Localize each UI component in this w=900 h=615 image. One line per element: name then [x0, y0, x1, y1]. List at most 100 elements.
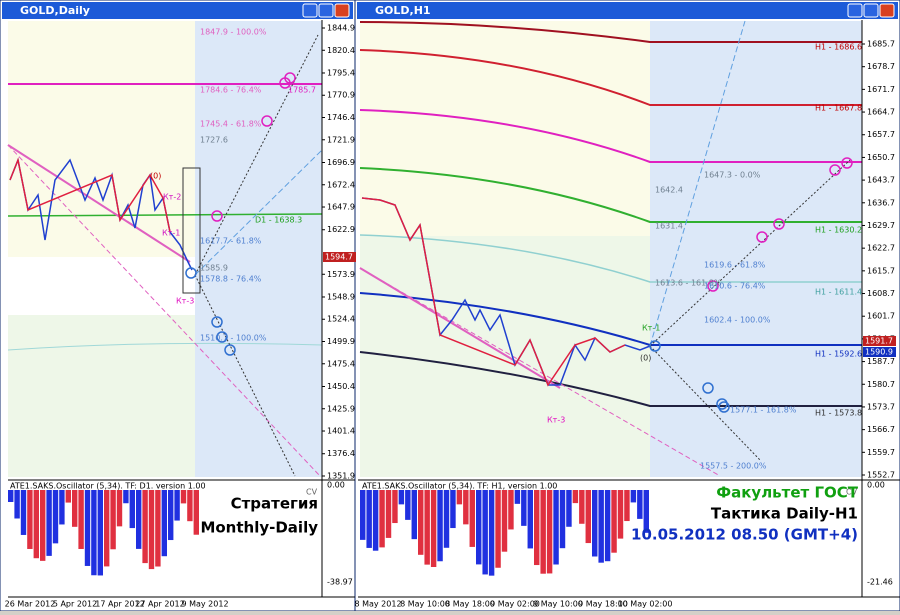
zone	[8, 21, 195, 257]
oscillator-bar	[84, 490, 91, 566]
time-label: 5 Apr 2012	[53, 600, 97, 609]
oscillator-bar	[566, 490, 572, 527]
time-label: 9 May 02:00	[490, 600, 540, 609]
oscillator-bar	[463, 490, 469, 525]
oscillator-bar	[180, 490, 187, 504]
oscillator-bar	[540, 490, 546, 574]
oscillator-bar	[572, 490, 579, 504]
oscillator-bar	[123, 490, 129, 504]
time-label: 8 May 2012	[354, 600, 401, 609]
title-bar	[2, 2, 353, 19]
projection	[649, 20, 746, 347]
price-tick-label: 1629.7	[867, 221, 895, 230]
oscillator-tick: -21.46	[867, 578, 893, 587]
annotation: (0)	[150, 172, 161, 181]
annotation: 1631.4	[655, 222, 683, 231]
price-tick-label: 1376.4	[327, 449, 355, 458]
price-tick-label: 1770.9	[327, 91, 355, 100]
annotation: 1613.6 - 161.8%	[655, 279, 722, 288]
oscillator-bar	[469, 490, 475, 547]
annotation: Кт-1	[162, 229, 180, 238]
annotation: Кт-3	[547, 416, 565, 425]
box	[182, 167, 201, 294]
price-tick-label: 1844.9	[327, 24, 355, 33]
oscillator-bar	[495, 490, 501, 568]
oscillator-bar	[418, 490, 424, 555]
oscillator-bar	[405, 490, 411, 520]
trend-line	[7, 144, 321, 477]
level-line	[359, 351, 862, 407]
window-button[interactable]	[879, 3, 895, 18]
annotation: H1 - 1592.6	[815, 350, 862, 359]
oscillator-bar	[611, 490, 617, 553]
price-tick-label: 1401.4	[327, 427, 355, 436]
projection	[194, 274, 296, 477]
oscillator-bar	[585, 490, 591, 544]
window-button[interactable]	[334, 3, 350, 18]
oscillator-bar	[527, 490, 533, 549]
level-line	[359, 109, 862, 163]
window-button[interactable]	[863, 3, 879, 18]
price-tick-label: 1524.4	[327, 315, 355, 324]
price-marker-label: 1591.7	[865, 337, 893, 346]
level-line	[359, 234, 862, 283]
price-tick-label: 1721.9	[327, 135, 355, 144]
oscillator-bar	[411, 490, 417, 540]
zone	[195, 21, 322, 477]
oscillator-bar	[116, 490, 123, 527]
price-tick-label: 1615.7	[867, 266, 895, 275]
zone	[650, 21, 862, 477]
oscillator-bar	[624, 490, 630, 522]
oscillator-bar	[476, 490, 482, 565]
oscillator-label: CV	[846, 488, 858, 497]
annotation: 1557.5 - 200.0%	[700, 462, 767, 471]
annotation: 1617.7 - 61.8%	[200, 237, 262, 246]
window-button[interactable]	[302, 3, 318, 18]
oscillator-bar	[142, 490, 148, 564]
annotation: 1642.4	[655, 186, 683, 195]
price-tick-label: 1499.9	[327, 337, 355, 346]
oscillator-bar	[97, 490, 103, 576]
annotation: 1510.7 - 100.0%	[200, 334, 267, 343]
window-button[interactable]	[847, 3, 863, 18]
price-tick-label: 1580.7	[867, 380, 895, 389]
trend-line	[359, 267, 561, 389]
zone	[360, 236, 650, 477]
oscillator-bar	[168, 490, 174, 541]
oscillator-bar	[27, 490, 33, 549]
trend-line	[7, 144, 191, 263]
oscillator-bar	[129, 490, 135, 529]
annotation: D1 - 1638.3	[255, 216, 302, 225]
overlay-text: Тактика Daily-H1	[711, 505, 858, 523]
oscillator-bar	[193, 490, 199, 535]
oscillator-bar	[488, 490, 495, 576]
price-tick-label: 1608.7	[867, 289, 895, 298]
window-title: GOLD,Daily	[20, 4, 90, 17]
oscillator-bar	[450, 490, 456, 529]
annotation: (0)	[640, 354, 651, 363]
oscillator-bar	[443, 490, 450, 548]
window-title: GOLD,H1	[375, 4, 431, 17]
oscillator-bar	[398, 490, 405, 505]
projection	[194, 149, 323, 276]
time-label: 9 May 2012	[181, 600, 228, 609]
oscillator-bar	[456, 490, 463, 505]
price-tick-label: 1657.7	[867, 130, 895, 139]
price-tick-label: 1671.7	[867, 85, 895, 94]
price-tick-label: 1450.4	[327, 382, 355, 391]
price-marker	[863, 336, 896, 346]
window-button[interactable]	[318, 3, 334, 18]
oscillator-bar	[637, 490, 643, 519]
annotation: H1 - 1611.4	[815, 288, 862, 297]
zone	[360, 21, 650, 236]
level-line	[359, 21, 862, 43]
price-tick-label: 1552.7	[867, 471, 895, 480]
annotation: 1578.8 - 76.4%	[200, 275, 262, 284]
oscillator-bar	[161, 490, 167, 557]
time-label: 9 May 18:00	[578, 600, 628, 609]
oscillator-bar	[72, 490, 78, 527]
time-label: 8 May 10:00	[400, 600, 450, 609]
price-tick-label: 1636.7	[867, 198, 895, 207]
trend-line	[359, 267, 721, 477]
level-line	[7, 213, 323, 217]
